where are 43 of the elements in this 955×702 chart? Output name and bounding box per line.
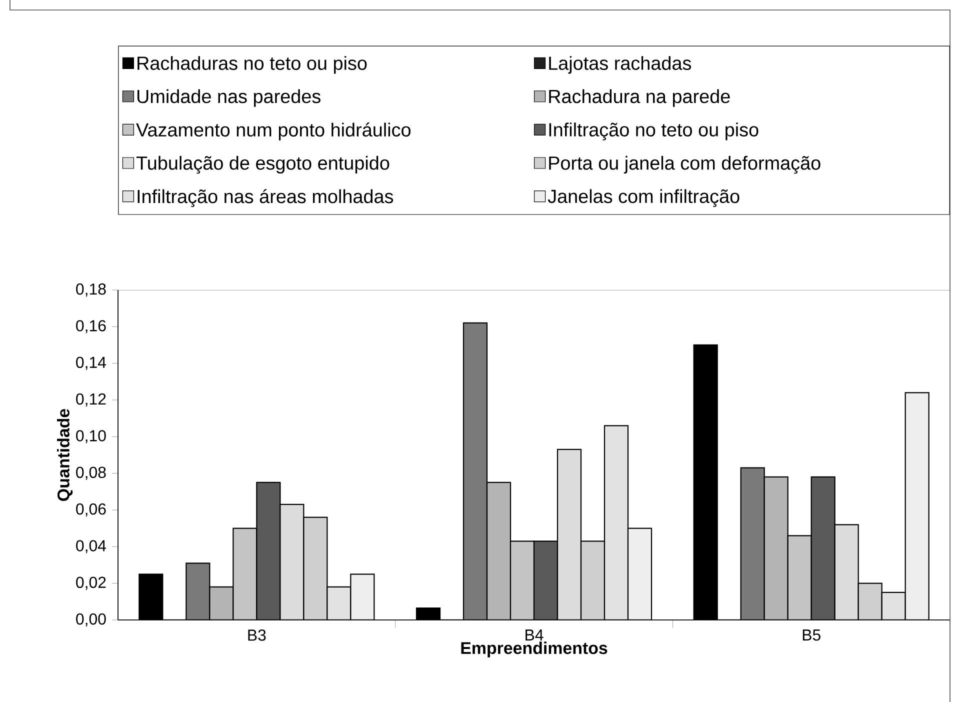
y-tick-label: 0,14 [76,356,106,370]
legend-label: Rachaduras no teto ou piso [138,56,367,74]
bar [810,476,836,620]
y-tick-label: 0,08 [76,466,106,480]
legend-label: Infiltração no teto ou piso [549,122,758,140]
bar [510,541,534,620]
bar [581,541,605,620]
bar [740,467,765,620]
bar [304,517,328,620]
legend-label: Tubulação de esgoto entupido [136,156,390,174]
y-tick-label: 0,04 [76,540,106,554]
y-tick-label: 0,00 [76,613,106,627]
x-tick-label: B4 [526,630,544,640]
bar [464,322,488,620]
bar [210,586,234,620]
bar [858,582,882,620]
bar [534,541,558,620]
y-tick-label: 0,16 [76,320,106,334]
y-tick-label: 0,02 [76,576,106,590]
bar [233,528,257,620]
y-tick-label: 0,12 [76,393,106,407]
y-axis-title: Quantidade [57,408,73,501]
x-axis-title: Empreendimentos [461,642,608,658]
x-tick-label: B3 [248,630,266,641]
bar [764,476,788,620]
legend-label: Porta ou janela com deformação [549,156,820,174]
bar [280,504,304,620]
y-tick-label: 0,18 [76,283,106,297]
bar [834,524,859,620]
bar [487,482,511,620]
bar [256,482,280,620]
legend-label: Rachadura na parede [549,89,730,107]
legend-label: Janelas com infiltração [548,189,740,207]
x-tick-label: B5 [802,630,820,641]
bar [186,563,210,620]
bar [558,449,582,620]
y-tick-label: 0,06 [76,503,106,517]
legend-label: Vazamento num ponto hidráulico [136,122,411,140]
legend-label: Lajotas rachadas [549,56,692,74]
bar [787,535,812,620]
y-tick-label: 0,10 [76,430,106,444]
legend-label: Umidade nas paredes [137,89,320,107]
legend-label: Infiltração nas áreas molhadas [138,189,394,208]
